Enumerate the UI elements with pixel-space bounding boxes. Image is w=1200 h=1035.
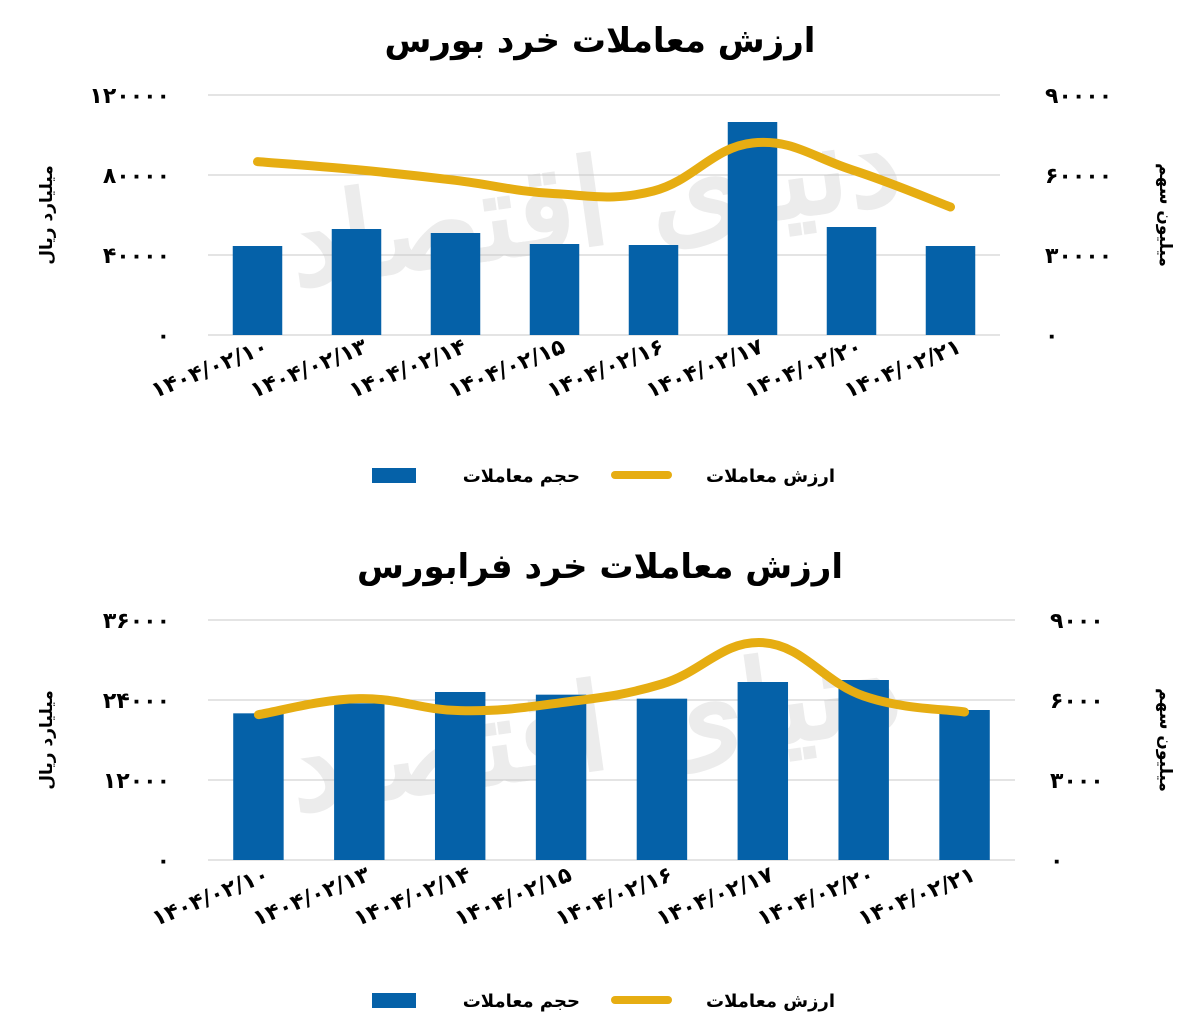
y-left-tick-label: ۰ <box>157 324 170 349</box>
y-right-axis-label: میلیون سهم <box>1155 163 1175 267</box>
bar <box>727 122 778 335</box>
bar <box>636 698 688 860</box>
y-left-tick-label: ۲۴۰۰۰ <box>103 689 170 714</box>
legend-label-line: ارزش معاملات <box>706 466 835 487</box>
y-left-tick-label: ۱۲۰۰۰ <box>103 769 170 794</box>
series-line <box>253 137 955 212</box>
bar <box>529 244 580 335</box>
bar <box>628 245 679 335</box>
y-left-tick-label: ۳۶۰۰۰ <box>103 609 170 634</box>
series-line <box>253 638 970 720</box>
y-right-tick-label: ۶۰۰۰ <box>1050 689 1104 714</box>
y-right-tick-label: ۳۰۰۰ <box>1050 769 1104 794</box>
bar <box>430 233 481 335</box>
legend-label-bar: حجم معاملات <box>463 991 580 1012</box>
bar <box>331 229 382 335</box>
y-left-tick-label: ۴۰۰۰۰ <box>103 244 170 269</box>
bar <box>232 246 283 335</box>
y-right-tick-label: ۹۰۰۰ <box>1050 609 1104 634</box>
bar <box>535 694 587 860</box>
bar <box>939 710 990 860</box>
y-right-tick-label: ۶۰۰۰۰ <box>1045 164 1112 189</box>
chart-title: ارزش معاملات خرد فرابورس <box>357 547 843 587</box>
bar <box>838 680 889 860</box>
bar <box>334 703 385 860</box>
y-right-tick-label: ۳۰۰۰۰ <box>1045 244 1112 269</box>
bar <box>826 227 877 335</box>
bar <box>434 692 486 860</box>
y-left-axis-label: میلیارد ریال <box>37 165 57 264</box>
y-left-tick-label: ۰ <box>157 849 170 874</box>
y-right-tick-label: ۰ <box>1045 324 1058 349</box>
chart-farabourse: دنیای اقتصاد ارزش معاملات خرد فرابورس ۰ ۱۲۰… <box>0 515 1200 1035</box>
legend-label-bar: حجم معاملات <box>463 466 580 487</box>
y-right-axis-label: میلیون سهم <box>1155 688 1175 792</box>
x-tick-label: ۱۴۰۴/۰۲/۲۱ <box>855 862 979 931</box>
y-left-tick-label: ۸۰۰۰۰ <box>103 164 170 189</box>
y-left-axis-label: میلیارد ریال <box>37 690 57 789</box>
legend-swatch-bar <box>372 993 416 1008</box>
bar <box>925 246 976 335</box>
y-left-tick-label: ۱۲۰۰۰۰ <box>89 84 170 109</box>
y-right-tick-label: ۹۰۰۰۰ <box>1045 84 1112 109</box>
bar <box>233 713 284 860</box>
bar <box>737 682 789 860</box>
chart-title: ارزش معاملات خرد بورس <box>385 21 816 61</box>
chart-bourse: دنیای اقتصاد ارزش معاملات خرد بورس ۰ ۴۰۰۰۰ ۸… <box>0 0 1200 515</box>
legend-label-line: ارزش معاملات <box>706 991 835 1012</box>
legend-swatch-bar <box>372 468 416 483</box>
y-right-tick-label: ۰ <box>1050 849 1063 874</box>
